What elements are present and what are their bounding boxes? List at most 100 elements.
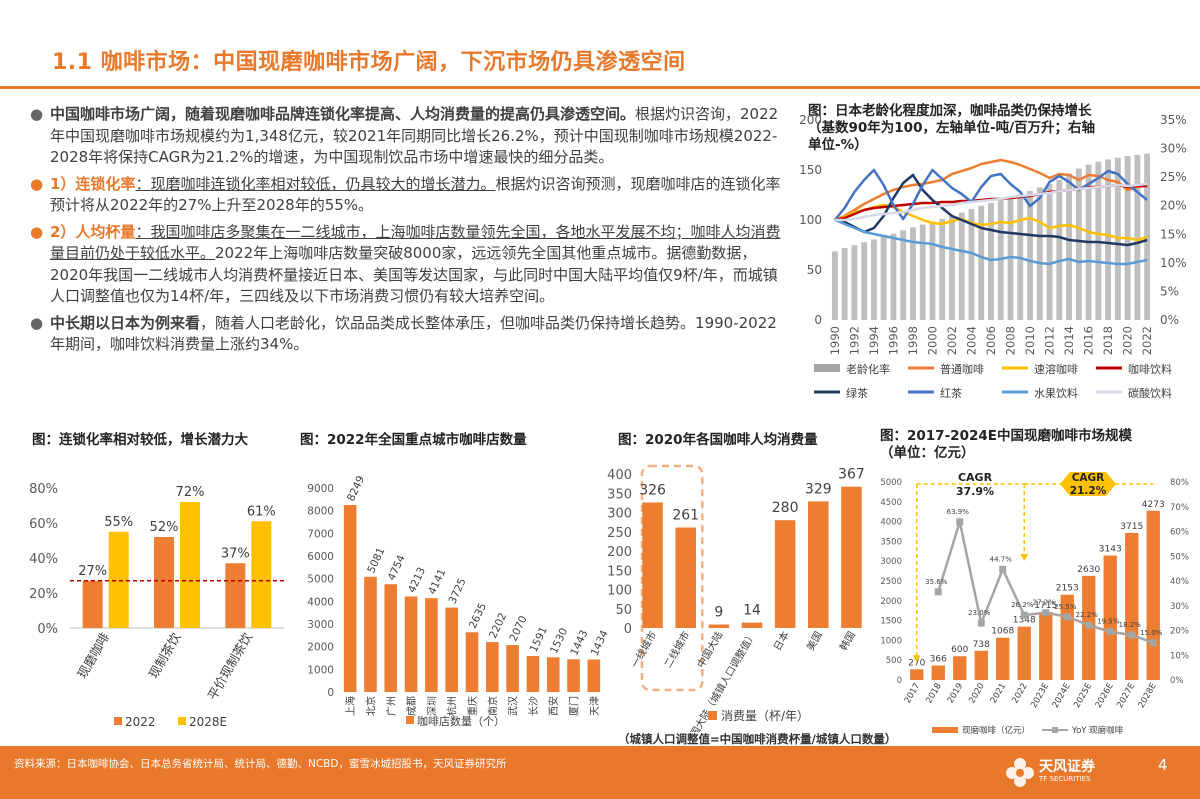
data-label: 2635	[467, 601, 489, 630]
x-tick-label: 西安	[547, 696, 560, 716]
title-divider	[0, 86, 1200, 89]
y-tick-label: 400	[607, 468, 632, 483]
y2-tick-label: 70%	[1170, 503, 1189, 513]
y2-tick-label: 35%	[1160, 113, 1187, 127]
paragraph-body: ，随着人口老龄化，饮品品类成长整体承压，但咖啡品类仍保持增长趋势。1990-20…	[50, 313, 777, 354]
chart-cups: 0 50 100 150 200 250 300 350 400 326 一线城市 261 二线城市 9 中…	[607, 464, 865, 732]
data-label: 1348	[1013, 616, 1036, 626]
yoy-label: 23.0%	[968, 609, 991, 617]
x-tick-label: 成都	[406, 696, 418, 716]
y-tick-label: 150	[607, 564, 632, 579]
y-tick-label: 40%	[29, 552, 58, 567]
aging-rate-bar	[831, 251, 838, 320]
series-line	[834, 182, 1148, 222]
y-tick-label: 80%	[29, 482, 58, 497]
data-label: 55%	[104, 515, 133, 530]
x-tick-label: 2019	[946, 682, 965, 706]
data-label: 1068	[991, 627, 1014, 637]
consumption-bar	[708, 624, 730, 628]
bullet-icon: ●	[30, 174, 44, 193]
yoy-label: 35.6%	[925, 578, 948, 586]
company-logo: 天风证券 TF SECURITIES	[1005, 754, 1145, 792]
market-bar	[1017, 626, 1031, 680]
consumption-bar	[642, 502, 663, 628]
x-tick-label: 2008	[1004, 326, 1018, 355]
data-label: 2153	[1056, 584, 1079, 594]
x-tick-label: 2020	[1121, 326, 1135, 355]
paragraph-body: 根据灼识咨询预测，现磨咖啡店的连锁化率预计将从2022年的27%上升至2028年…	[50, 174, 781, 215]
bar-2022	[154, 537, 174, 628]
cagr-label: CAGR	[958, 471, 993, 484]
aging-rate-bar	[1027, 190, 1033, 320]
data-label: 4213	[406, 565, 428, 594]
x-tick-label: 厦门	[568, 696, 581, 716]
legend-swatch	[1052, 727, 1058, 733]
y-tick-label: 350	[607, 487, 632, 502]
yoy-marker	[999, 565, 1007, 573]
y-tick-label: 0	[814, 313, 822, 327]
x-tick-label: 上海	[344, 696, 357, 716]
y-tick-label: 50	[807, 263, 822, 277]
y2-tick-label: 0%	[1160, 313, 1179, 327]
y-tick-label: 200	[607, 545, 632, 560]
paragraph-lead: 中国咖啡市场广阔，随着现磨咖啡品牌连锁化率提高、人均消费量的提高仍具渗透空间。	[50, 105, 636, 123]
x-tick-label: 深圳	[426, 696, 438, 716]
x-tick-label: 韩国	[837, 629, 858, 653]
yoy-label: 25.5%	[1054, 603, 1077, 611]
chart-title-line: （单位：亿元）	[880, 445, 975, 461]
yoy-marker	[934, 588, 942, 596]
y-tick-label: 50	[615, 603, 632, 618]
summary-text: ● 中国咖啡市场广阔，随着现磨咖啡品牌连锁化率提高、人均消费量的提高仍具渗透空间…	[30, 104, 790, 361]
legend-swatch	[178, 717, 186, 725]
data-label: 2070	[507, 614, 529, 643]
data-label: 1715	[1034, 601, 1057, 611]
data-label: 5081	[365, 546, 387, 575]
y-tick-label: 200	[799, 113, 822, 127]
x-tick-label: 北京	[364, 696, 377, 716]
data-label: 8249	[345, 474, 367, 503]
x-tick-label: 2000	[925, 326, 939, 355]
y-tick-label: 1000	[307, 664, 334, 676]
legend-swatch	[932, 727, 958, 733]
y2-tick-label: 10%	[1170, 651, 1189, 661]
y-tick-label: 0	[897, 676, 902, 686]
y2-tick-label: 80%	[1170, 478, 1189, 488]
store-bar	[445, 607, 458, 692]
data-label: 738	[973, 640, 990, 650]
yoy-marker	[977, 619, 985, 627]
y-tick-label: 150	[799, 163, 822, 177]
data-label: 3143	[1099, 545, 1122, 555]
aging-rate-bar	[1134, 154, 1141, 320]
y-tick-label: 0	[624, 622, 632, 637]
y-tick-label: 4000	[880, 518, 902, 528]
series-line	[833, 168, 1148, 221]
aging-rate-bar	[968, 209, 975, 320]
x-tick-label: 2004	[964, 326, 978, 355]
data-label: 4273	[1142, 500, 1165, 510]
x-tick-label: 2027E	[1115, 682, 1137, 710]
x-tick-label: 天津	[589, 696, 601, 716]
flower-logo-icon	[1006, 758, 1034, 787]
aging-rate-bar	[1066, 173, 1072, 320]
market-bar	[1146, 510, 1160, 680]
paragraph-underline: ：我国咖啡店多聚集在一二线城市，上海咖啡店数量领先全国，各地水平发展不均；咖啡人…	[50, 222, 781, 263]
legend-label: 绿茶	[846, 386, 868, 400]
store-bar	[567, 659, 580, 692]
x-tick-label: 2020	[967, 682, 986, 706]
x-tick-label: 二线城市	[661, 629, 692, 670]
y2-tick-label: 5%	[1160, 284, 1179, 298]
page-title: 1.1 咖啡市场：中国现磨咖啡市场广阔，下沉市场仍具渗透空间	[52, 50, 686, 75]
series-line	[834, 173, 1148, 247]
y-tick-label: 250	[607, 526, 632, 541]
bar-2028E	[251, 521, 272, 628]
chart-title-line: 图：2017-2024E中国现磨咖啡市场规模	[880, 428, 1132, 444]
paragraph-lead: 1）连锁化率	[50, 174, 136, 193]
x-tick-label: 1994	[867, 326, 881, 355]
paragraph-market: ● 中国咖啡市场广阔，随着现磨咖啡品牌连锁化率提高、人均消费量的提高仍具渗透空间…	[30, 104, 790, 169]
arrow-down-icon	[912, 655, 921, 663]
aging-rate-bar	[870, 239, 877, 320]
paragraph-lead: 2）人均杯量	[50, 222, 136, 241]
market-bar	[953, 656, 967, 680]
aging-rate-bar	[958, 212, 965, 320]
y-tick-label: 1000	[880, 636, 902, 646]
